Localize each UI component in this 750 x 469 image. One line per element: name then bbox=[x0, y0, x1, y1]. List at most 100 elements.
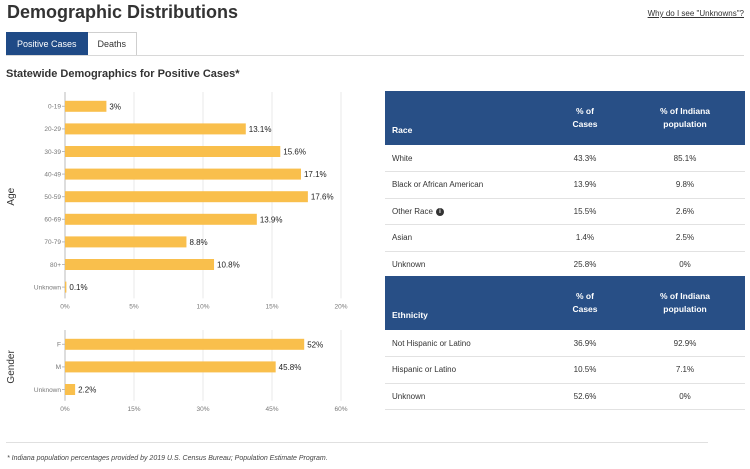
population-cell: 92.9% bbox=[625, 330, 745, 357]
age-category-label: 80+ bbox=[50, 262, 61, 269]
population-cell: 7.1% bbox=[625, 356, 745, 384]
cases-cell: 10.5% bbox=[545, 356, 625, 384]
ethnicity-table-body: Not Hispanic or Latino 36.9% 92.9% Hispanic… bbox=[385, 330, 745, 410]
row-label: Asian bbox=[385, 224, 545, 252]
age-chart: 0% 5% 10% 15% 20% Age 0-19 3% 20-29 13.1% 30-39 15.… bbox=[4, 88, 364, 310]
gender-category-label: M bbox=[56, 364, 61, 371]
tab-positive-cases[interactable]: Positive Cases bbox=[6, 32, 88, 56]
row-label-text: Unknown bbox=[392, 259, 426, 269]
age-bar-chart: 0% 5% 10% 15% 20% Age 0-19 3% 20-29 13.1% 30-39 15.… bbox=[6, 92, 348, 310]
age-category-label: 50-59 bbox=[44, 194, 61, 201]
row-label: Hispanic or Latino bbox=[385, 356, 545, 384]
table-row: Hispanic or Latino 10.5% 7.1% bbox=[385, 356, 745, 384]
gender-bar-chart: 0% 15% 30% 45% 60% Gender F 52% M 45.8% Unknown 2.2… bbox=[6, 330, 348, 413]
gender-category-label: F bbox=[57, 342, 61, 349]
age-bar bbox=[65, 123, 246, 135]
population-cell: 9.8% bbox=[625, 171, 745, 199]
row-label-text: Black or African American bbox=[392, 180, 484, 190]
info-icon[interactable]: i bbox=[435, 207, 444, 216]
cases-cell: 25.8% bbox=[545, 251, 625, 278]
age-value-label: 10.8% bbox=[217, 261, 240, 270]
age-bar bbox=[65, 168, 301, 180]
gender-x-tick-label: 0% bbox=[60, 406, 70, 413]
age-value-label: 0.1% bbox=[69, 283, 87, 292]
age-bar bbox=[65, 213, 257, 225]
row-label-text: Unknown bbox=[392, 391, 426, 401]
row-label: Not Hispanic or Latino bbox=[385, 330, 545, 357]
age-category-label: 30-39 bbox=[44, 149, 61, 156]
cases-cell: 52.6% bbox=[545, 383, 625, 410]
population-cell: 0% bbox=[625, 251, 745, 278]
population-cell: 0% bbox=[625, 383, 745, 410]
footnote: * Indiana population percentages provide… bbox=[7, 455, 328, 462]
ethnicity-cases-header: % of Cases bbox=[545, 276, 625, 330]
row-label: White bbox=[385, 145, 545, 172]
age-category-label: 60-69 bbox=[44, 217, 61, 224]
age-x-tick-label: 0% bbox=[60, 303, 70, 310]
cases-cell: 13.9% bbox=[545, 171, 625, 199]
row-label: Other Race i bbox=[385, 198, 545, 225]
row-label: Unknown bbox=[385, 383, 545, 410]
gender-chart: 0% 15% 30% 45% 60% Gender F 52% M 45.8% Unknown 2.2… bbox=[4, 330, 364, 414]
gender-x-tick-label: 30% bbox=[196, 406, 209, 413]
ethnicity-header: Ethnicity bbox=[385, 276, 545, 330]
age-x-tick-label: 20% bbox=[334, 303, 347, 310]
race-table: Race % of Cases % of Indiana population … bbox=[385, 91, 745, 278]
age-bar bbox=[65, 281, 67, 293]
page-title: Demographic Distributions bbox=[7, 2, 239, 22]
table-row: Other Race i 15.5% 2.6% bbox=[385, 198, 745, 225]
cases-cell: 43.3% bbox=[545, 145, 625, 172]
unknowns-help-link[interactable]: Why do I see "Unknowns"? bbox=[647, 9, 744, 18]
cases-cell: 36.9% bbox=[545, 330, 625, 357]
age-axis-title: Age bbox=[6, 187, 17, 205]
row-label-text: Hispanic or Latino bbox=[392, 365, 457, 375]
gender-value-label: 52% bbox=[307, 340, 323, 349]
age-value-label: 17.1% bbox=[304, 170, 327, 179]
age-category-label: 70-79 bbox=[44, 239, 61, 246]
gender-bar bbox=[65, 384, 76, 395]
row-label-text: Asian bbox=[392, 233, 413, 243]
age-x-tick-label: 10% bbox=[196, 303, 209, 310]
gender-x-tick-label: 15% bbox=[127, 406, 140, 413]
age-value-label: 15.6% bbox=[283, 148, 306, 157]
gender-value-label: 2.2% bbox=[78, 386, 96, 395]
age-bar bbox=[65, 100, 107, 112]
gender-x-tick-label: 45% bbox=[265, 406, 278, 413]
section-title: Statewide Demographics for Positive Case… bbox=[6, 68, 240, 80]
race-header: Race bbox=[385, 91, 545, 145]
row-label-text: Not Hispanic or Latino bbox=[392, 338, 471, 348]
age-bar bbox=[65, 236, 187, 248]
gender-value-label: 45.8% bbox=[279, 363, 302, 372]
gender-bar bbox=[65, 338, 305, 350]
age-category-label: 40-49 bbox=[44, 171, 61, 178]
table-row: Unknown 25.8% 0% bbox=[385, 251, 745, 278]
gender-category-label: Unknown bbox=[34, 387, 61, 394]
age-category-label: Unknown bbox=[34, 284, 61, 291]
table-row: Asian 1.4% 2.5% bbox=[385, 224, 745, 252]
age-value-label: 13.9% bbox=[260, 215, 283, 224]
table-row: Not Hispanic or Latino 36.9% 92.9% bbox=[385, 330, 745, 357]
gender-axis-title: Gender bbox=[6, 350, 17, 384]
cases-cell: 15.5% bbox=[545, 198, 625, 225]
row-label-text: White bbox=[392, 153, 413, 163]
tab-deaths[interactable]: Deaths bbox=[87, 32, 138, 56]
row-label-text: Other Race bbox=[392, 206, 433, 216]
age-bar bbox=[65, 146, 281, 157]
age-bar bbox=[65, 259, 215, 270]
ethnicity-table: Ethnicity % of Cases % of Indiana popula… bbox=[385, 276, 745, 410]
tab-divider bbox=[6, 55, 744, 56]
population-cell: 2.6% bbox=[625, 198, 745, 225]
footnote-divider bbox=[6, 442, 708, 443]
ethnicity-population-header: % of Indiana population bbox=[625, 276, 745, 330]
row-label: Black or African American bbox=[385, 171, 545, 199]
age-x-tick-label: 5% bbox=[129, 303, 139, 310]
table-row: Black or African American 13.9% 9.8% bbox=[385, 171, 745, 199]
population-cell: 85.1% bbox=[625, 145, 745, 172]
age-category-label: 0-19 bbox=[48, 104, 61, 111]
gender-bar bbox=[65, 361, 276, 373]
gender-x-tick-label: 60% bbox=[334, 406, 347, 413]
age-category-label: 20-29 bbox=[44, 126, 61, 133]
table-row: Unknown 52.6% 0% bbox=[385, 383, 745, 410]
age-value-label: 17.6% bbox=[311, 193, 334, 202]
race-cases-header: % of Cases bbox=[545, 91, 625, 145]
